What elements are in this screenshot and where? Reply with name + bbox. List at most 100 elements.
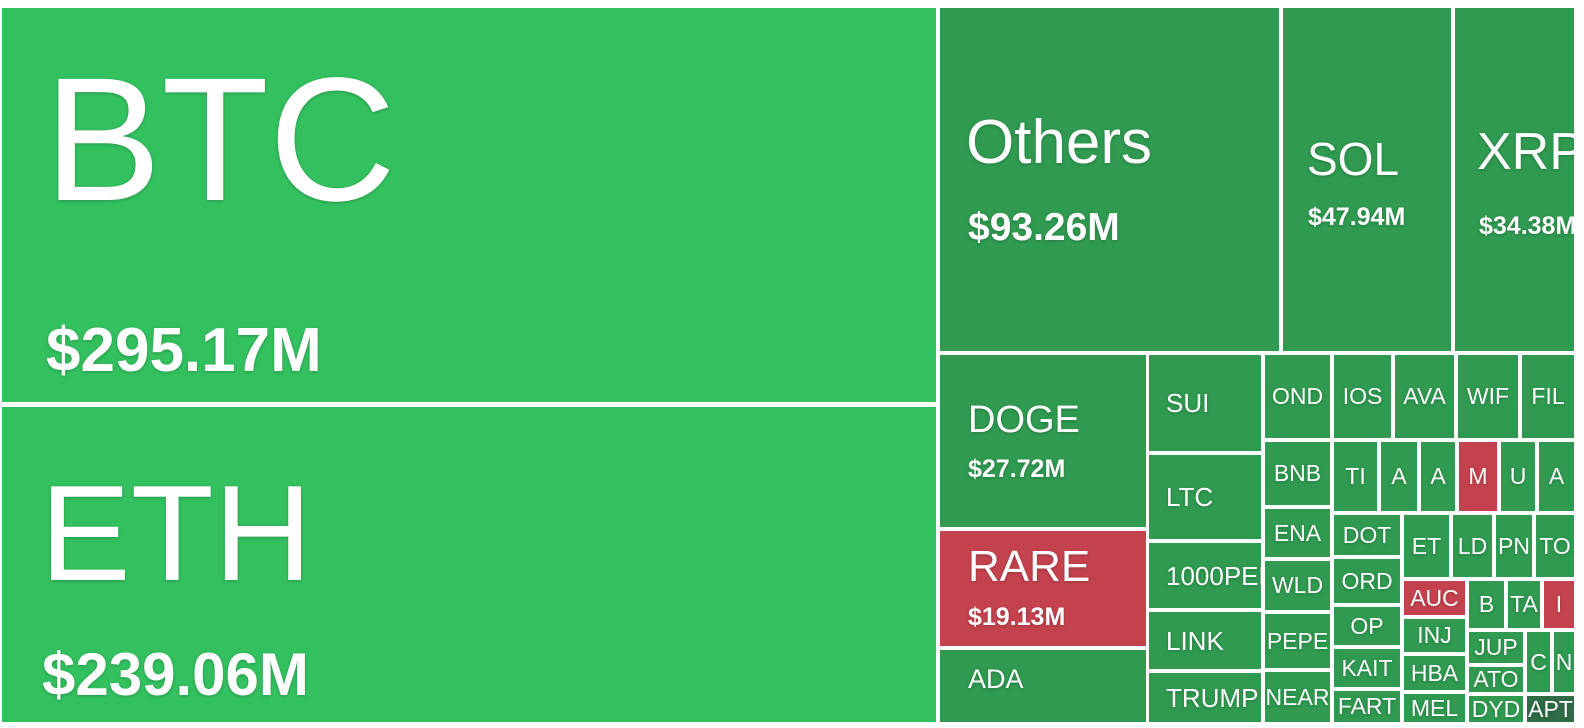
treemap-cell-wif[interactable]: WIF [1458,355,1518,438]
treemap-cell-1000pepe[interactable]: 1000PEPE [1149,543,1261,608]
1000pepe-label: 1000PEPE [1166,560,1261,591]
treemap-cell-others[interactable]: Others $93.26M [940,8,1279,351]
dot-label: DOT [1342,521,1392,548]
others-label: Others [966,108,1153,177]
treemap-cell-u[interactable]: U [1501,442,1535,511]
eth-label: ETH [40,457,312,609]
a1-label: A [1391,463,1407,489]
ava-label: AVA [1403,383,1446,409]
fart-label: FART [1337,693,1397,719]
pepe-label: PEPE [1266,627,1329,654]
to-label: TO [1539,532,1571,559]
ato-label: ATO [1473,667,1519,692]
treemap-cell-xrp[interactable]: XRP $34.38M [1455,8,1574,351]
ld-label: LD [1457,532,1488,559]
treemap-cell-ena[interactable]: ENA [1265,509,1330,557]
treemap-cell-to[interactable]: TO [1536,515,1574,577]
ios-label: IOS [1342,383,1383,409]
treemap-cell-ato[interactable]: ATO [1469,667,1523,692]
treemap-cell-doge[interactable]: DOGE $27.72M [940,355,1146,527]
treemap-cell-auc[interactable]: AUC [1404,581,1465,615]
dyd-label: DYD [1471,696,1521,722]
u-label: U [1509,463,1527,489]
treemap-cell-link[interactable]: LINK [1149,612,1261,669]
treemap-cell-m[interactable]: M [1459,442,1497,511]
fil-label: FIL [1531,383,1565,409]
xrp-value: $34.38M [1479,212,1574,240]
wif-label: WIF [1466,383,1510,409]
b-label: B [1478,591,1495,617]
treemap-cell-pn[interactable]: PN [1496,515,1532,577]
link-label: LINK [1166,625,1224,656]
treemap-cell-ti[interactable]: TI [1334,442,1377,511]
treemap-cell-ld[interactable]: LD [1453,515,1492,577]
auc-label: AUC [1410,584,1459,611]
treemap-cell-ltc[interactable]: LTC [1149,455,1261,539]
treemap-cell-fart[interactable]: FART [1334,691,1400,722]
sol-label: SOL [1307,133,1400,185]
doge-label: DOGE [968,399,1080,441]
sol-value: $47.94M [1308,203,1406,231]
ond-label: OND [1271,383,1324,409]
treemap-cell-ada[interactable]: ADA [940,650,1146,722]
treemap-cell-trump[interactable]: TRUMP [1149,673,1261,722]
treemap-cell-ta[interactable]: TA [1508,581,1540,628]
et-label: ET [1411,532,1442,559]
treemap-cell-ios[interactable]: IOS [1334,355,1391,438]
treemap-cell-a1[interactable]: A [1381,442,1417,511]
treemap-cell-op[interactable]: OP [1334,607,1400,645]
treemap-cell-ord[interactable]: ORD [1334,559,1400,603]
hba-label: HBA [1410,659,1459,686]
a2-label: A [1430,463,1446,489]
treemap-cell-n[interactable]: N [1554,632,1574,692]
trump-label: TRUMP [1166,682,1259,713]
treemap-cell-fil[interactable]: FIL [1522,355,1574,438]
ltc-label: LTC [1166,482,1214,512]
ord-label: ORD [1341,567,1393,594]
treemap-cell-a2[interactable]: A [1421,442,1455,511]
treemap-cell-sol[interactable]: SOL $47.94M [1283,8,1451,351]
treemap-cell-sui[interactable]: SUI [1149,355,1261,451]
treemap-cell-near[interactable]: NEAR [1265,672,1330,722]
treemap-cell-jup[interactable]: JUP [1469,632,1523,663]
treemap-cell-wld[interactable]: WLD [1265,561,1330,610]
ti-label: TI [1345,463,1366,489]
treemap-cell-inj[interactable]: INJ [1404,619,1465,652]
treemap-cell-c[interactable]: C [1527,632,1550,692]
treemap-cell-ond[interactable]: OND [1265,355,1330,438]
near-label: NEAR [1265,683,1330,710]
ada-label: ADA [968,664,1024,694]
treemap-cell-b[interactable]: B [1469,581,1504,628]
treemap-cell-bnb[interactable]: BNB [1265,442,1330,505]
xrp-label: XRP [1477,123,1574,181]
treemap-cell-mel[interactable]: MEL [1404,694,1465,722]
treemap-cell-kait[interactable]: KAIT [1334,649,1400,687]
treemap-cell-apt[interactable]: APT [1527,696,1574,722]
treemap-cell-pepe[interactable]: PEPE [1265,614,1330,668]
treemap-cell-a3[interactable]: A [1539,442,1574,511]
sui-label: SUI [1166,388,1210,418]
treemap-cell-dot[interactable]: DOT [1334,515,1400,555]
kait-label: KAIT [1341,654,1393,681]
treemap-cell-et[interactable]: ET [1404,515,1449,577]
treemap-cell-rare[interactable]: RARE $19.13M [940,531,1146,646]
treemap-cell-dyd[interactable]: DYD [1469,696,1523,722]
treemap-cell-hba[interactable]: HBA [1404,656,1465,690]
a3-label: A [1548,463,1565,489]
bnb-label: BNB [1273,460,1322,486]
pn-label: PN [1498,532,1530,559]
m-label: M [1468,463,1488,489]
c-label: C [1530,648,1547,675]
treemap-cell-ava[interactable]: AVA [1395,355,1454,438]
jup-label: JUP [1474,634,1518,660]
inj-label: INJ [1417,622,1452,648]
btc-value: $295.17M [46,316,322,385]
treemap-cell-i[interactable]: I [1544,581,1574,628]
rare-label: RARE [968,542,1091,591]
treemap-cell-eth[interactable]: ETH $239.06M [2,407,936,722]
ta-label: TA [1510,591,1538,617]
treemap-cell-btc[interactable]: BTC $295.17M [2,8,936,402]
rare-value: $19.13M [968,603,1066,631]
ena-label: ENA [1273,519,1322,546]
